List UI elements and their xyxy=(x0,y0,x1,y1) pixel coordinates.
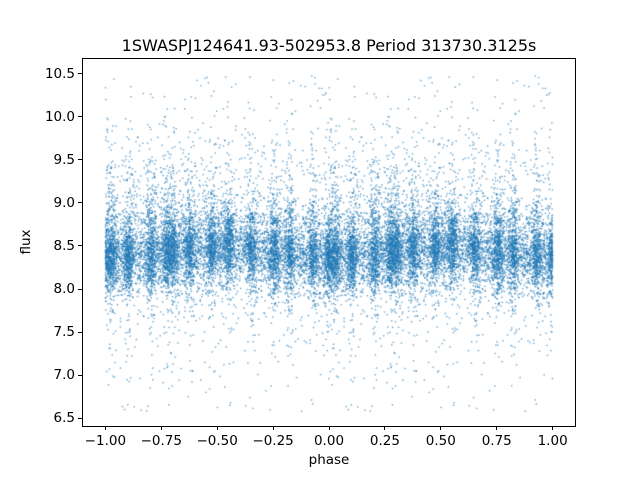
x-tick-mark xyxy=(272,426,274,430)
y-tick-label: 7.0 xyxy=(53,367,75,384)
y-tick-mark xyxy=(78,288,82,290)
x-tick-mark xyxy=(104,426,106,430)
y-tick-mark xyxy=(78,417,82,419)
y-tick-label: 9.5 xyxy=(53,151,75,168)
y-tick-mark xyxy=(78,159,82,161)
x-tick-label: 0.00 xyxy=(313,433,345,449)
x-tick-mark xyxy=(328,426,330,430)
y-tick-label: 10.5 xyxy=(44,65,75,82)
x-tick-label: 0.50 xyxy=(425,433,456,449)
y-tick-mark xyxy=(78,116,82,118)
x-tick-mark xyxy=(160,426,162,430)
x-tick-label: −0.75 xyxy=(140,433,182,449)
y-tick-label: 10.0 xyxy=(44,108,75,125)
x-tick-label: 0.75 xyxy=(481,433,512,449)
x-tick-label: 0.25 xyxy=(369,433,400,449)
y-tick-label: 6.5 xyxy=(53,410,75,427)
y-tick-label: 8.0 xyxy=(53,281,75,298)
x-tick-mark xyxy=(384,426,386,430)
x-tick-mark xyxy=(216,426,218,430)
x-tick-label: 1.00 xyxy=(537,433,568,449)
chart-title: 1SWASPJ124641.93-502953.8 Period 313730.… xyxy=(121,36,537,55)
y-tick-label: 7.5 xyxy=(53,324,75,341)
y-tick-label: 8.5 xyxy=(53,237,75,254)
x-tick-mark xyxy=(496,426,498,430)
x-tick-label: −0.25 xyxy=(252,433,294,449)
y-tick-mark xyxy=(78,331,82,333)
x-tick-mark xyxy=(440,426,442,430)
plot-area xyxy=(82,58,576,427)
y-tick-mark xyxy=(78,374,82,376)
y-tick-mark xyxy=(78,73,82,75)
x-tick-label: −1.00 xyxy=(84,433,127,449)
x-tick-mark xyxy=(552,426,554,430)
scatter-points-canvas xyxy=(83,59,575,426)
x-axis-label: phase xyxy=(308,452,350,468)
y-tick-label: 9.0 xyxy=(53,194,75,211)
x-tick-label: −0.50 xyxy=(196,433,238,449)
y-tick-mark xyxy=(78,202,82,204)
y-tick-mark xyxy=(78,245,82,247)
